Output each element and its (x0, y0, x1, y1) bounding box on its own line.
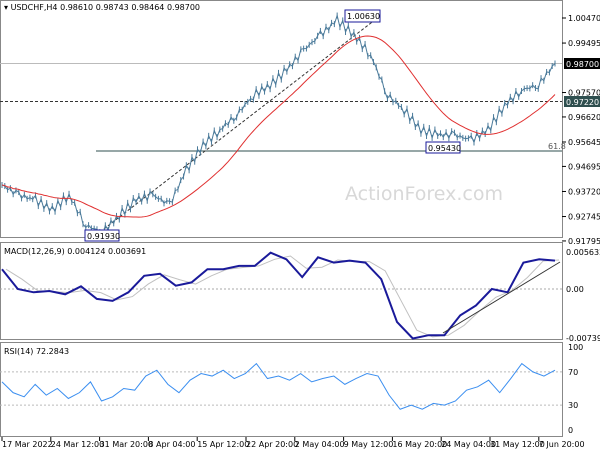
macd-title: MACD(12,26,9) 0.004124 0.003691 (4, 247, 146, 256)
price-tick-label: 0.93720 (568, 187, 600, 196)
price-tick-label: 0.92745 (568, 213, 600, 222)
macd-panel (0, 242, 563, 340)
price-tick-label: 0.96620 (568, 113, 600, 122)
time-tick-label: 15 Apr 12:00 (197, 440, 249, 449)
watermark: ActionForex.com (345, 183, 503, 205)
price-tick-label: 0.94695 (568, 162, 600, 171)
low-label-box (84, 229, 120, 242)
time-tick-label: 22 Apr 20:00 (246, 440, 298, 449)
time-tick-label: 31 May 12:00 (490, 440, 545, 449)
macd-signal-line (5, 255, 560, 338)
time-tick-label: 2 May 04:00 (295, 440, 345, 449)
swing-low-label-box (425, 141, 461, 154)
time-tick-label: 17 Mar 2022 (2, 440, 53, 449)
price-tick-label: 0.99495 (568, 39, 600, 48)
current-price: 0.98700 (566, 60, 599, 69)
swing-low-label: 0.95430 (428, 144, 461, 153)
time-tick-label: 7 Jun 20:00 (539, 440, 585, 449)
symbol-label: USDCHF,H4 (11, 3, 58, 12)
rsi-title: RSI(14) 72.2843 (4, 347, 69, 356)
low-label: 0.91930 (87, 232, 120, 241)
rsi-tick-label: 30 (568, 401, 578, 410)
trendline (99, 15, 381, 233)
ohlc-values: 0.98610 0.98743 0.98464 0.98700 (60, 3, 200, 12)
time-tick-label: 8 Apr 04:00 (148, 440, 195, 449)
time-tick-label: 24 May 04:00 (441, 440, 496, 449)
high-label-box (344, 9, 381, 23)
current-price-tag (564, 58, 600, 69)
time-tick-label: 9 May 12:00 (344, 440, 394, 449)
macd-tick-label: 0.00 (566, 285, 584, 294)
price-tick-label: 0.97570 (568, 89, 600, 98)
level-price: 0.97220 (566, 98, 599, 107)
moving-average-line (1, 35, 556, 218)
rsi-tick-label: 70 (568, 368, 578, 377)
price-tick-label: 1.00470 (568, 14, 600, 23)
time-tick-label: 16 May 20:00 (392, 440, 447, 449)
panel-frames (0, 0, 563, 437)
macd-tick-label: 0.005632 (566, 248, 600, 257)
high-label: 1.00630 (347, 12, 380, 21)
macd-line (1, 251, 556, 340)
fib-label: 61.8 (548, 142, 566, 151)
level-tag (564, 96, 600, 107)
rsi-tick-label: 100 (568, 343, 583, 352)
rsi-tick-label: 0 (568, 426, 573, 435)
macd-trendline (442, 261, 561, 334)
price-tick-label: 0.95645 (568, 138, 600, 147)
main-panel (0, 0, 563, 238)
rsi-line (1, 362, 556, 410)
time-tick-label: 24 Mar 12:00 (51, 440, 104, 449)
time-tick-label: 31 Mar 20:00 (100, 440, 153, 449)
price-line (1, 13, 556, 238)
chart-title: ▾ USDCHF,H4 0.98610 0.98743 0.98464 0.98… (4, 3, 200, 12)
macd-tick-label: -0.007395 (566, 334, 600, 343)
rsi-panel (0, 342, 563, 437)
price-tick-label: 0.91795 (568, 237, 600, 246)
